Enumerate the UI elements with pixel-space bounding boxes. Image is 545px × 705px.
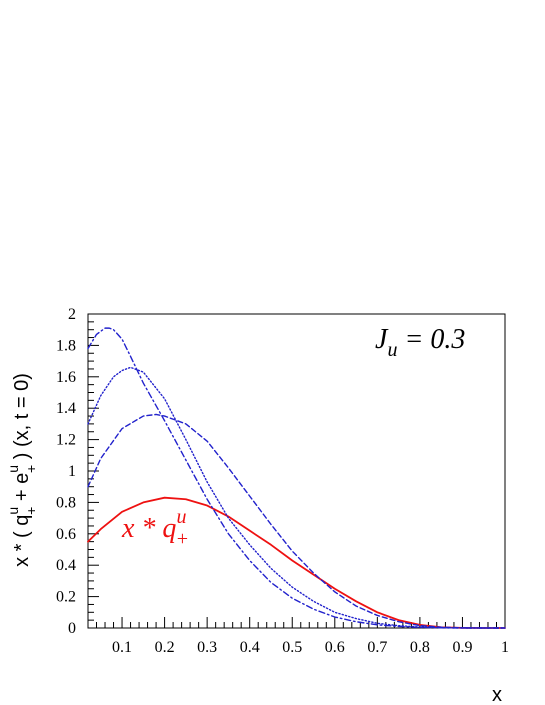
x-tick-label: 0.4 [240,639,260,656]
x-axis-title: x [492,684,502,705]
x-tick-label: 0.3 [197,639,217,656]
y-tick-label: 0.2 [56,589,76,606]
y-tick-label: 2 [68,306,76,323]
y-axis-ticks: 0 0.2 0.4 0.6 0.8 1 1.2 1.4 1.6 1.8 2 [56,306,99,637]
y-tick-label: 1.2 [56,432,76,449]
series-line-dotted [87,366,506,629]
x-tick-label: 1 [501,639,509,656]
y-tick-label: 1 [68,463,76,480]
x-tick-label: 0.6 [325,639,345,656]
series-layer [87,327,506,629]
y-tick-label: 1.4 [56,400,76,417]
series-line-dashdot [87,327,506,629]
plot-border [87,313,506,629]
x-tick-label: 0.1 [112,639,132,656]
x-tick-label: 0.8 [410,639,430,656]
y-tick-label: 1.6 [56,369,76,386]
series-line-dashed [87,413,506,629]
y-tick-label: 0.4 [56,557,76,574]
series-annotation: x * qu + [121,506,189,550]
y-tick-label: 0.6 [56,526,76,543]
x-tick-label: 0.9 [452,639,472,656]
y-tick-label: 1.8 [56,337,76,354]
y-tick-label: 0 [68,620,76,637]
x-tick-label: 0.5 [282,639,302,656]
y-axis-title: x * ( qu + + eu + ) (x, t = 0) [5,373,39,567]
y-tick-label: 0.8 [56,494,76,511]
plot-frame [87,313,506,629]
x-axis-ticks: 0.1 0.2 0.3 0.4 0.5 0.6 0.7 0.8 0.9 1 [87,617,509,656]
x-tick-label: 0.2 [155,639,175,656]
svg-text:x * ( qu+ + eu+ ) (x, t = 0): x * ( qu + + eu + ) (x, t = 0) [5,373,39,567]
ju-annotation: Ju = 0.3 [375,324,465,361]
x-tick-label: 0.7 [367,639,387,656]
